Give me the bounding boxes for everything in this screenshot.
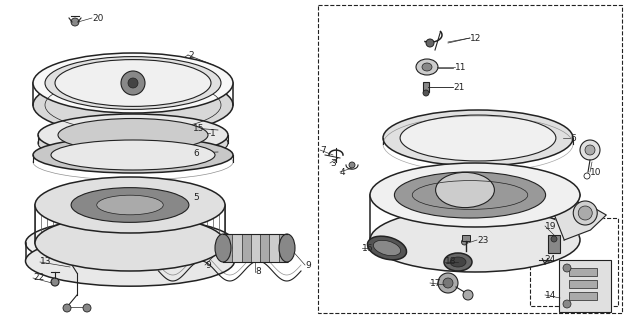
Circle shape [551, 236, 557, 242]
Ellipse shape [51, 140, 215, 170]
Circle shape [51, 278, 59, 286]
Circle shape [573, 201, 598, 225]
Text: 18: 18 [445, 258, 456, 267]
Ellipse shape [35, 177, 225, 233]
Circle shape [423, 90, 429, 96]
Ellipse shape [400, 115, 556, 161]
Text: 13: 13 [40, 258, 51, 267]
Ellipse shape [33, 53, 233, 113]
Text: 24: 24 [544, 255, 556, 265]
Text: 21: 21 [453, 83, 465, 92]
Text: 23: 23 [477, 236, 488, 244]
Ellipse shape [38, 114, 228, 156]
Ellipse shape [450, 257, 466, 267]
Circle shape [128, 78, 138, 88]
Ellipse shape [394, 172, 545, 218]
Text: 6: 6 [193, 148, 199, 157]
Polygon shape [549, 200, 606, 240]
Bar [569, 280, 597, 288]
Circle shape [463, 290, 473, 300]
Circle shape [443, 278, 453, 288]
Ellipse shape [215, 234, 231, 262]
Text: 20: 20 [92, 13, 103, 22]
Text: 5: 5 [193, 193, 199, 202]
Bar [559, 260, 611, 312]
Bar [279, 234, 288, 262]
Text: 8: 8 [255, 268, 261, 276]
Ellipse shape [55, 60, 211, 107]
Ellipse shape [26, 218, 234, 268]
Ellipse shape [26, 236, 234, 286]
Circle shape [121, 71, 145, 95]
Bar [423, 82, 429, 92]
Text: 11: 11 [455, 62, 466, 71]
Ellipse shape [436, 172, 495, 208]
Ellipse shape [35, 215, 225, 271]
Circle shape [438, 273, 458, 293]
Text: 14: 14 [545, 291, 556, 300]
Bar [251, 234, 260, 262]
Circle shape [461, 239, 468, 245]
Text: 17: 17 [430, 278, 441, 287]
Circle shape [426, 39, 434, 47]
Ellipse shape [383, 110, 573, 166]
Ellipse shape [370, 163, 580, 227]
Ellipse shape [38, 122, 228, 164]
Bar [318, 5, 622, 313]
Text: 9: 9 [305, 260, 311, 269]
Text: 16: 16 [362, 244, 374, 252]
Ellipse shape [71, 188, 189, 222]
Circle shape [563, 264, 571, 272]
Circle shape [83, 304, 91, 312]
Text: 9: 9 [205, 260, 211, 269]
Text: 12: 12 [470, 34, 482, 43]
Circle shape [71, 18, 79, 26]
Text: 7: 7 [320, 146, 326, 155]
Ellipse shape [373, 240, 401, 256]
Ellipse shape [416, 59, 438, 75]
Circle shape [349, 162, 355, 168]
Bar [462, 235, 470, 241]
Circle shape [563, 300, 571, 308]
Ellipse shape [33, 137, 233, 173]
Text: 6: 6 [570, 133, 576, 142]
Text: 19: 19 [545, 221, 557, 230]
Text: 4: 4 [340, 167, 345, 177]
Text: 3: 3 [330, 158, 335, 167]
Text: 22: 22 [33, 274, 45, 283]
Bar [223, 234, 232, 262]
Bar [260, 234, 270, 262]
Ellipse shape [58, 118, 208, 151]
Circle shape [585, 145, 595, 155]
Ellipse shape [45, 57, 221, 109]
Text: 1: 1 [210, 129, 216, 138]
Bar [270, 234, 279, 262]
Ellipse shape [279, 234, 295, 262]
Ellipse shape [422, 63, 432, 71]
Bar [241, 234, 251, 262]
Text: 2: 2 [188, 51, 194, 60]
Bar [530, 218, 618, 306]
Ellipse shape [97, 195, 163, 215]
Bar [232, 234, 241, 262]
Ellipse shape [33, 75, 233, 135]
Ellipse shape [444, 253, 472, 271]
Circle shape [580, 140, 600, 160]
Text: 15: 15 [193, 124, 204, 132]
Ellipse shape [370, 208, 580, 272]
Bar [569, 268, 597, 276]
Bar [548, 235, 560, 253]
Text: 10: 10 [590, 167, 601, 177]
Ellipse shape [367, 236, 406, 260]
Circle shape [63, 304, 71, 312]
Circle shape [578, 206, 593, 220]
Bar [569, 292, 597, 300]
Circle shape [388, 239, 394, 245]
